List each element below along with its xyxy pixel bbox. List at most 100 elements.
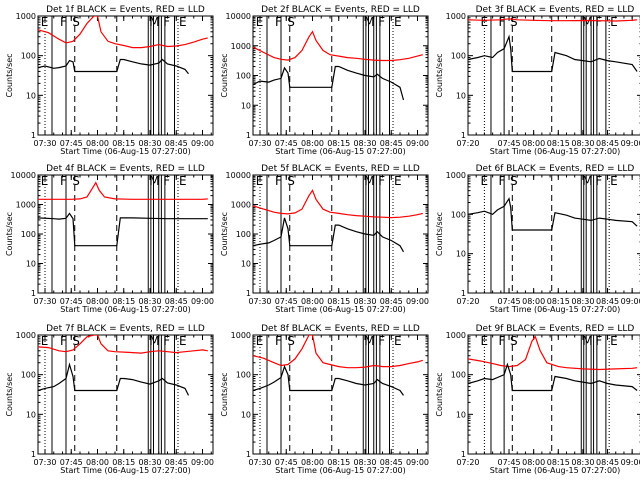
y-axis-label: Counts/sec [435, 372, 444, 416]
annotation-label: E [394, 334, 402, 348]
x-tick-label: 08:45 [380, 458, 403, 467]
y-tick-label: 10 [456, 410, 466, 419]
x-tick-label: 08:00 [86, 458, 109, 467]
plot-frame [467, 15, 640, 136]
x-tick-label: 08:15 [327, 458, 350, 467]
annotation-label: S [72, 334, 80, 348]
plot-frame [467, 174, 640, 294]
y-axis-label: Counts/sec [220, 53, 229, 97]
y-axis-label: Counts/sec [435, 212, 444, 256]
x-tick-label: 07:30 [33, 139, 56, 148]
y-tick-label: 1 [246, 450, 251, 459]
series-line-events [38, 58, 189, 75]
y-tick-label: 1000 [16, 12, 36, 21]
y-tick-label: 100 [21, 52, 36, 61]
annotation-label: E [480, 174, 488, 188]
plot-frame [252, 334, 429, 455]
x-tick-label: 08:45 [596, 139, 619, 148]
annotation-label: E [179, 334, 187, 348]
annotation-label: S [287, 334, 295, 348]
y-axis-label: Counts/sec [220, 372, 229, 416]
y-tick-label: 100 [236, 230, 251, 239]
x-tick-label: 07:45 [498, 139, 521, 148]
x-tick-label: 08:30 [353, 297, 376, 306]
plot-frame [252, 15, 429, 136]
series-line-events [253, 217, 405, 253]
series-line-events [468, 362, 638, 392]
y-tick-label: 10 [456, 250, 466, 259]
x-tick-label: 09:00 [621, 458, 640, 467]
y-tick-label: 10 [456, 91, 466, 100]
annotation-label: F [595, 174, 602, 188]
annotation-label: E [179, 174, 187, 188]
plot-frame [37, 15, 214, 136]
y-tick-label: 1000 [231, 331, 251, 340]
annotation-label: M [364, 334, 374, 348]
x-tick-label: 09:00 [406, 458, 429, 467]
annotation-label: M [582, 334, 592, 348]
y-tick-label: 10 [241, 260, 251, 269]
annotation-label: S [510, 15, 518, 29]
y-tick-label: 1 [461, 450, 466, 459]
x-tick-label: 09:00 [191, 139, 214, 148]
series-line-lld [468, 18, 638, 22]
x-tick-label: 08:45 [380, 297, 403, 306]
annotation-label: E [179, 15, 187, 29]
y-tick-label: 1 [246, 289, 251, 298]
x-axis-label: Start Time (06-Aug-15 07:27:00) [60, 466, 191, 475]
annotation-label: F [60, 174, 67, 188]
x-tick-label: 08:45 [596, 297, 619, 306]
annotation-label: M [364, 15, 374, 29]
y-tick-label: 10000 [226, 171, 251, 180]
annotation-label: E [256, 334, 264, 348]
y-axis-label: Counts/sec [5, 212, 14, 256]
x-axis-label: Start Time (06-Aug-15 07:27:00) [275, 147, 406, 156]
x-axis-label: Start Time (06-Aug-15 07:27:00) [60, 305, 191, 314]
x-tick-label: 08:15 [547, 297, 570, 306]
panel-title: Det 4f BLACK = Events, RED = LLD [46, 164, 205, 174]
y-tick-label: 1 [461, 289, 466, 298]
y-axis-label: Counts/sec [5, 372, 14, 416]
series-line-events [38, 362, 190, 396]
y-tick-label: 10000 [11, 171, 36, 180]
y-tick-label: 1 [461, 131, 466, 140]
x-tick-label: 08:00 [301, 458, 324, 467]
x-tick-label: 08:15 [327, 139, 350, 148]
x-tick-label: 07:45 [60, 458, 83, 467]
x-tick-label: 08:30 [571, 458, 594, 467]
x-axis-label: Start Time (06-Aug-15 07:27:00) [275, 305, 406, 314]
x-tick-label: 07:45 [60, 297, 83, 306]
x-tick-label: 07:30 [248, 139, 271, 148]
x-tick-label: 07:30 [248, 458, 271, 467]
annotation-label: F [595, 15, 602, 29]
annotation-label: E [610, 15, 618, 29]
y-tick-label: 10 [26, 260, 36, 269]
x-tick-label: 07:45 [498, 297, 521, 306]
x-tick-label: 08:15 [112, 297, 135, 306]
annotation-label: F [60, 334, 67, 348]
y-axis-label: Counts/sec [435, 53, 444, 97]
x-axis-label: Start Time (06-Aug-15 07:27:00) [490, 466, 621, 475]
panel-title: Det 2f BLACK = Events, RED = LLD [261, 5, 420, 15]
annotation-label: F [499, 15, 506, 29]
annotation-label: F [163, 334, 170, 348]
x-tick-label: 08:30 [571, 297, 594, 306]
x-tick-label: 07:30 [248, 297, 271, 306]
annotation-label: F [275, 15, 282, 29]
y-tick-label: 10 [241, 101, 251, 110]
annotation-label: E [610, 174, 618, 188]
y-tick-label: 1 [31, 450, 36, 459]
series-line-events [38, 212, 208, 247]
x-tick-label: 08:00 [301, 297, 324, 306]
annotation-label: M [149, 15, 159, 29]
annotation-label: F [163, 174, 170, 188]
series-line-events [468, 197, 638, 231]
x-tick-label: 08:45 [165, 458, 188, 467]
series-line-events [468, 34, 638, 73]
annotation-label: E [480, 15, 488, 29]
y-tick-label: 1 [246, 131, 251, 140]
annotation-label: E [394, 174, 402, 188]
